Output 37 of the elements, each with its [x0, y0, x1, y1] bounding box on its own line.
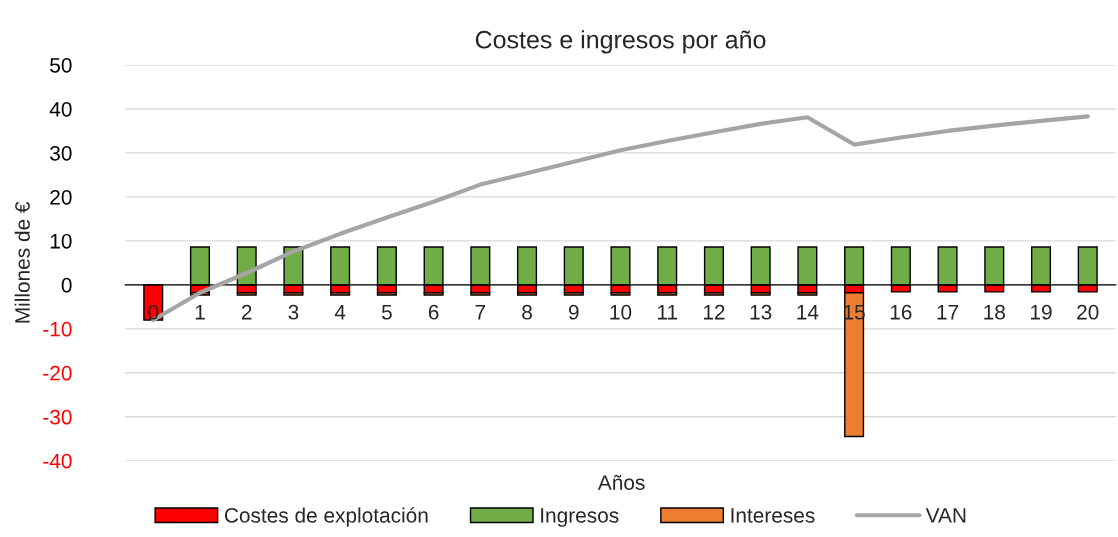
x-tick-label: 0 — [148, 304, 159, 320]
y-tick-label: -10 — [43, 321, 72, 337]
y-tick-label: 40 — [49, 101, 72, 117]
y-tick-label: 20 — [50, 189, 72, 205]
x-tick-label: 20 — [1077, 304, 1099, 320]
x-tick-label: 1 — [195, 305, 205, 320]
y-tick-label: -30 — [43, 409, 72, 425]
x-tick-label: 16 — [890, 304, 912, 320]
x-tick-label: 18 — [984, 304, 1005, 320]
x-tick-label: 7 — [475, 305, 486, 320]
y-tick-label: 50 — [50, 57, 72, 73]
x-tick-label: 12 — [703, 304, 725, 320]
x-tick-label: 5 — [381, 305, 392, 320]
x-tick-label: 17 — [937, 305, 959, 320]
x-tick-label: 9 — [568, 304, 579, 320]
legend-label: Intereses — [731, 508, 815, 523]
y-tick-label: 0 — [61, 277, 72, 293]
y-tick-label: 30 — [50, 145, 72, 161]
x-tick-label: 6 — [428, 304, 439, 320]
chart-title: Costes e ingresos por año — [475, 30, 766, 54]
x-axis-title: Años — [597, 474, 645, 490]
y-tick-label: -20 — [43, 365, 72, 381]
legend-label: Ingresos — [541, 508, 619, 527]
y-axis-title: Millones de € — [14, 201, 30, 323]
x-tick-label: 14 — [797, 305, 819, 320]
x-tick-label: 10 — [610, 304, 632, 320]
y-tick-label: -40 — [43, 453, 72, 469]
x-tick-label: 8 — [522, 304, 532, 320]
x-tick-label: 2 — [241, 304, 252, 320]
x-tick-label: 19 — [1031, 304, 1052, 320]
legend-label: Costes de explotación — [224, 507, 428, 527]
x-tick-label: 11 — [657, 305, 678, 320]
x-tick-label: 4 — [334, 305, 346, 320]
x-tick-label: 13 — [750, 304, 772, 320]
x-tick-label: 3 — [288, 304, 299, 320]
legend-label: VAN — [925, 508, 966, 523]
y-tick-label: 10 — [50, 233, 72, 249]
